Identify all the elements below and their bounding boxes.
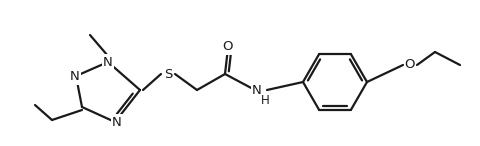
Text: O: O xyxy=(404,59,414,72)
Text: N: N xyxy=(112,115,121,128)
Text: N: N xyxy=(252,85,261,98)
Text: O: O xyxy=(222,40,233,53)
Text: H: H xyxy=(260,94,269,107)
Text: N: N xyxy=(70,71,80,84)
Text: N: N xyxy=(103,55,113,68)
Text: S: S xyxy=(164,67,172,80)
